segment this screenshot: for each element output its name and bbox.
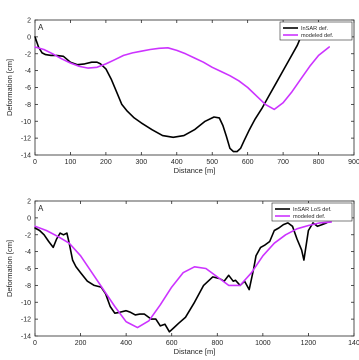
x-tick-label: 1200 [301, 340, 317, 347]
y-tick-label: -8 [25, 283, 31, 290]
x-tick-label: 1000 [255, 340, 271, 347]
chart-1: 0 100 200 300 400 500 600 700 800 900 2 0 -2 -4 -6 -8 -1… [5, 18, 359, 176]
legend-label-1: InSAR LoS def. [293, 207, 332, 213]
chart-2: 0 200 400 600 800 1000 1200 140 2 0 -2 -4 -6 -8 -10 -12… [5, 199, 359, 357]
y-tick-label: -12 [21, 136, 31, 143]
x-tick-label: 700 [277, 159, 289, 166]
y-tick-label: -14 [21, 153, 31, 160]
legend-label-2: modeled def. [301, 33, 334, 39]
x-tick-label: 0 [33, 340, 37, 347]
legend-label-1: InSAR def. [301, 26, 328, 32]
y-tick-label: -4 [25, 68, 31, 75]
x-tick-label: 600 [166, 340, 178, 347]
legend-label-2: modeled def. [293, 214, 326, 220]
y-tick-label: -6 [25, 266, 31, 273]
y-tick-label: -4 [25, 249, 31, 256]
x-tick-label: 200 [75, 340, 87, 347]
plot-area [34, 19, 355, 156]
y-tick-label: -14 [21, 334, 31, 341]
plot-area [34, 200, 355, 337]
y-tick-label: 0 [27, 215, 31, 222]
y-tick-label: -2 [25, 232, 31, 239]
x-tick-label: 800 [211, 340, 223, 347]
series-line-2 [34, 221, 333, 329]
x-tick-label: 900 [348, 159, 359, 166]
x-tick-label: 300 [135, 159, 147, 166]
y-tick-label: -8 [25, 102, 31, 109]
x-tick-label: 0 [33, 159, 37, 166]
y-tick-label: 0 [27, 34, 31, 41]
x-tick-label: 140 [348, 340, 359, 347]
x-axis-label: Distance [m] [174, 166, 216, 175]
panel-label: A [38, 204, 44, 213]
legend-box [271, 202, 353, 222]
y-tick-label: -10 [21, 119, 31, 126]
x-tick-label: 400 [171, 159, 183, 166]
panel-label: A [38, 23, 44, 32]
y-tick-label: -6 [25, 85, 31, 92]
x-tick-label: 500 [206, 159, 218, 166]
y-tick-label: 2 [27, 199, 31, 206]
x-tick-label: 100 [65, 159, 77, 166]
x-tick-label: 800 [313, 159, 325, 166]
y-tick-label: 2 [27, 18, 31, 25]
y-tick-label: -2 [25, 51, 31, 58]
y-tick-label: -12 [21, 317, 31, 324]
y-axis-label: Deformation [cm] [5, 240, 14, 297]
series-line-2 [34, 46, 331, 111]
y-axis-label: Deformation [cm] [5, 59, 14, 116]
y-tick-label: -10 [21, 300, 31, 307]
x-tick-label: 600 [242, 159, 254, 166]
x-axis-label: Distance [m] [174, 347, 216, 356]
x-tick-label: 200 [100, 159, 112, 166]
x-tick-label: 400 [120, 340, 132, 347]
series-line-1 [34, 222, 328, 333]
